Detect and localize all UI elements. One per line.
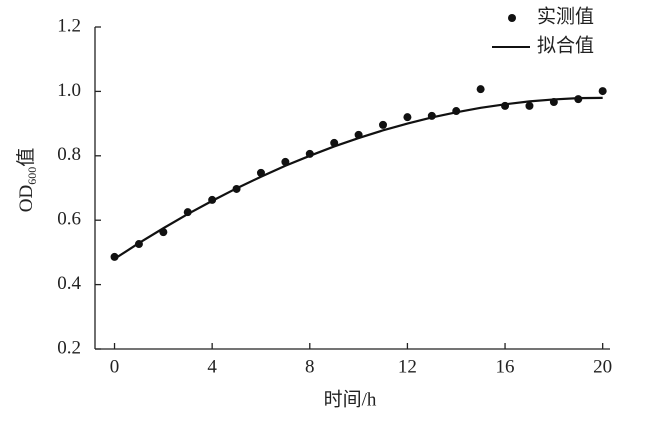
x-tick-label: 0	[110, 356, 120, 377]
legend-marker	[508, 14, 516, 22]
x-tick-label: 20	[593, 356, 612, 377]
data-point	[403, 113, 412, 122]
data-point	[525, 101, 534, 110]
legend-label: 拟合值	[537, 34, 594, 56]
y-tick-label: 0.8	[57, 144, 81, 165]
x-tick-label: 12	[398, 356, 417, 377]
x-tick-label: 16	[496, 356, 515, 377]
y-tick-label: 1.2	[57, 15, 81, 36]
y-tick-label: 0.6	[57, 209, 81, 230]
fit-line	[113, 96, 603, 260]
y-label-sub: 600	[25, 167, 39, 185]
x-tick-label: 8	[305, 356, 315, 377]
data-point	[379, 120, 388, 129]
data-point	[110, 252, 119, 261]
y-axis-label: OD600值	[15, 148, 38, 212]
data-point	[476, 85, 485, 94]
x-tick-label: 4	[207, 356, 217, 377]
y-tick-label: 0.2	[57, 337, 81, 358]
y-tick-label: 1.0	[57, 80, 81, 101]
y-label-main: OD	[16, 185, 37, 212]
data-point	[598, 87, 607, 96]
legend-label: 实测值	[537, 5, 594, 27]
x-axis-label: 时间/h	[324, 388, 377, 410]
y-tick-label: 0.4	[57, 273, 81, 294]
y-label-suffix: 值	[15, 148, 37, 167]
